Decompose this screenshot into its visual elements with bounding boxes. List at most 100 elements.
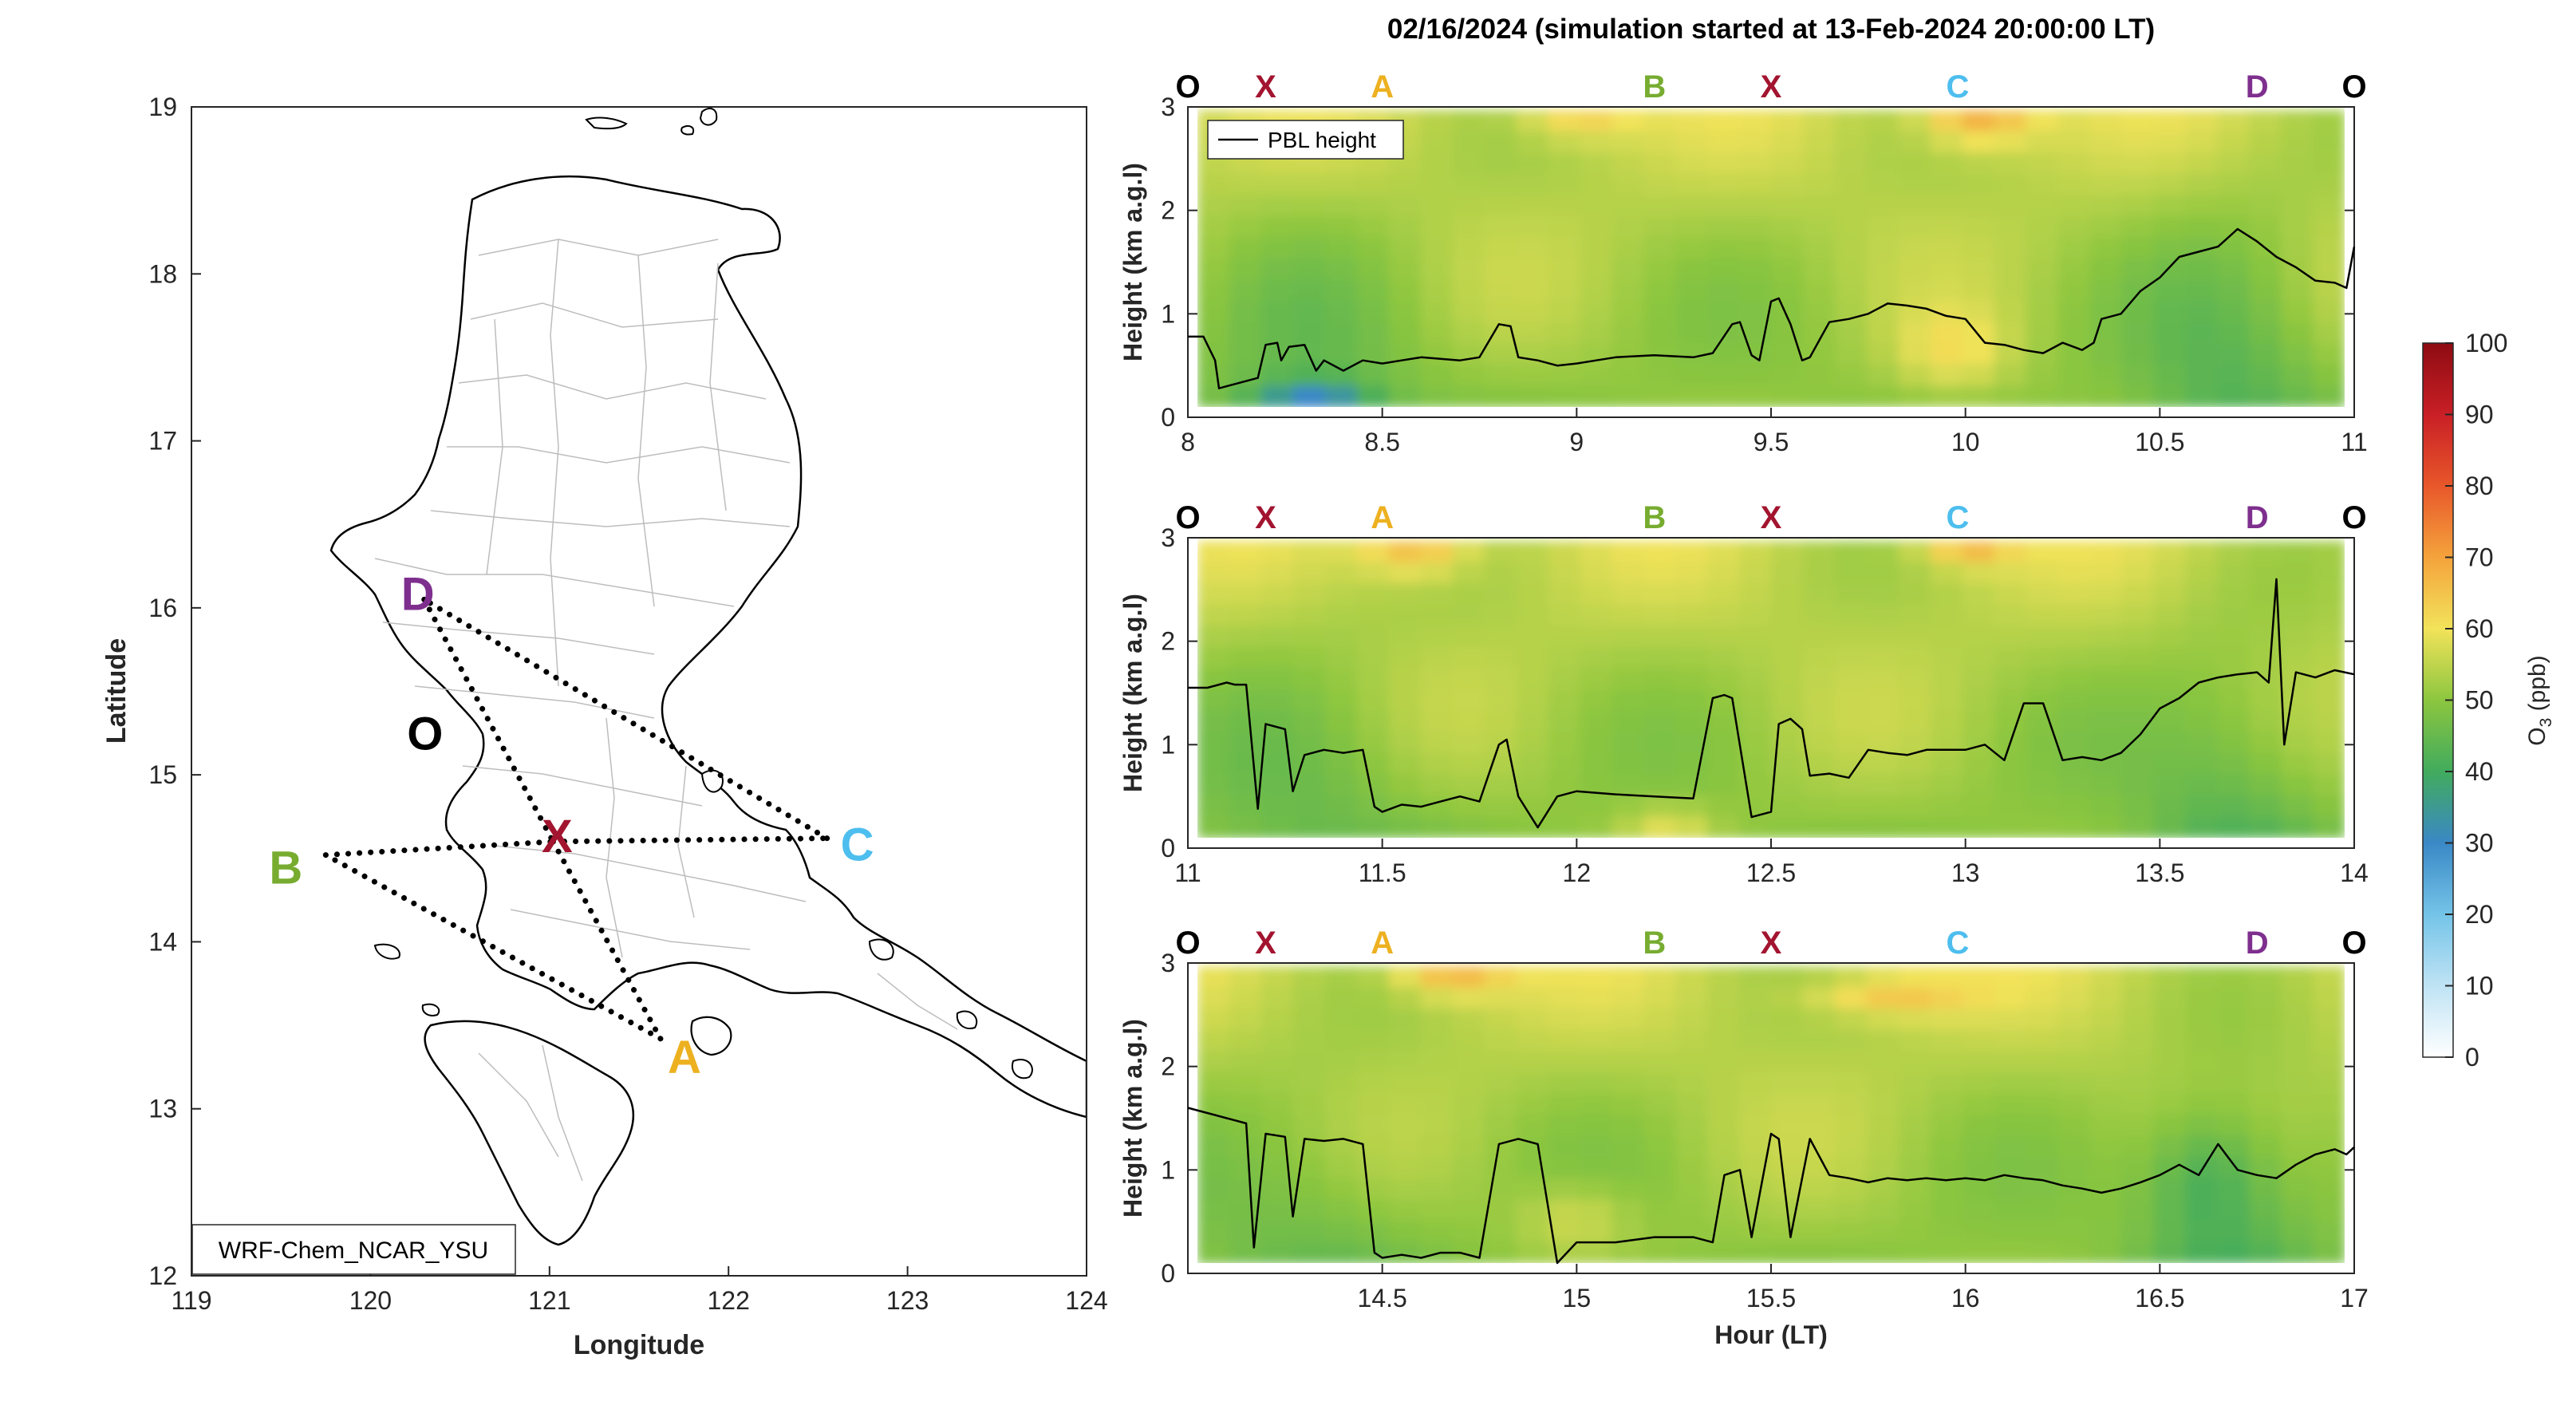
map-ytick-label: 17	[148, 427, 177, 456]
o3-cell	[1292, 1199, 1326, 1222]
o3-cell	[1388, 195, 1422, 217]
o3-cell	[1643, 173, 1677, 196]
o3-cell	[1707, 604, 1741, 627]
o3-cell	[1739, 562, 1772, 585]
o3-cell	[1292, 816, 1326, 839]
o3-cell	[1516, 1115, 1549, 1137]
o3-cell	[1229, 1029, 1262, 1052]
o3-cell	[2185, 626, 2219, 648]
o3-cell	[1611, 322, 1645, 345]
o3-cell	[1197, 237, 1230, 260]
o3-cell	[1771, 1157, 1804, 1179]
o3-cell	[1516, 966, 1549, 989]
o3-cell	[2249, 816, 2282, 839]
o3-cell	[1548, 343, 1581, 365]
pbl-height-line	[1187, 1107, 2355, 1265]
o3-cell	[1834, 1135, 1868, 1158]
o3-cell	[2249, 1093, 2282, 1116]
o3-cell	[1292, 1220, 1326, 1243]
o3-cell	[1388, 604, 1422, 627]
o3-cell	[2313, 1199, 2345, 1222]
o3-cell	[1484, 541, 1517, 563]
o3-cell	[2249, 215, 2282, 239]
o3-cell	[1643, 1072, 1677, 1095]
o3-cell	[1260, 259, 1294, 281]
site-label-C: C	[1946, 69, 1969, 105]
o3-cell	[2185, 966, 2219, 989]
o3-cell	[2185, 541, 2219, 563]
o3-cell	[1675, 301, 1709, 323]
o3-cell	[1420, 689, 1454, 712]
o3-cell	[1324, 259, 1358, 281]
o3-cell	[2153, 152, 2187, 175]
o3-cell	[1834, 646, 1868, 669]
o3-cell	[2121, 1051, 2155, 1073]
o3-cell	[1707, 343, 1741, 365]
o3-cell	[1771, 343, 1804, 365]
o3-cell	[1580, 752, 1613, 776]
o3-cell	[1898, 364, 1931, 387]
o3-cell	[1771, 279, 1804, 302]
o3-cell	[1802, 195, 1836, 217]
o3-cell	[1229, 1093, 1262, 1116]
o3-cell	[1420, 1029, 1454, 1052]
o3-cell	[2281, 1178, 2314, 1201]
o3-cell	[1834, 732, 1868, 754]
o3-cell	[2121, 1135, 2155, 1158]
o3-cell	[2281, 385, 2314, 409]
o3-cell	[1324, 752, 1358, 776]
ytick-label: 1	[1161, 1155, 1175, 1184]
o3-cell	[1771, 1072, 1804, 1095]
o3-cell	[1802, 1008, 1836, 1031]
o3-cell	[1580, 1115, 1613, 1137]
o3-cell	[1707, 301, 1741, 323]
site-label-A: A	[1371, 926, 1394, 961]
o3-cell	[1580, 1220, 1613, 1243]
model-label-box	[191, 1224, 516, 1275]
o3-cell	[1484, 1051, 1517, 1073]
o3-cell	[1580, 966, 1613, 989]
o3-cell	[1197, 541, 1230, 563]
o3-cell	[1516, 774, 1549, 796]
o3-cell	[2089, 1199, 2123, 1222]
o3-cell	[2249, 541, 2282, 563]
o3-cell	[1898, 668, 1931, 691]
o3-cell	[1834, 131, 1868, 154]
o3-cell	[1292, 301, 1326, 323]
o3-cell	[1324, 1051, 1358, 1073]
o3-cell	[1898, 259, 1931, 281]
o3-cell	[2121, 1029, 2155, 1052]
o3-cell	[1675, 1199, 1709, 1222]
o3-cell	[2185, 795, 2219, 818]
o3-cell	[2153, 322, 2187, 345]
o3-cell	[1643, 343, 1677, 365]
o3-cell	[1484, 604, 1517, 627]
o3-cell	[1292, 583, 1326, 606]
o3-cell	[2057, 816, 2091, 839]
o3-cell	[1548, 237, 1581, 260]
o3-cell	[1452, 301, 1485, 323]
o3-cell	[2026, 1199, 2059, 1222]
o3-cell	[1930, 668, 1963, 691]
o3-cell	[1388, 1157, 1422, 1179]
o3-cell	[1388, 1051, 1422, 1073]
o3-cell	[1707, 152, 1741, 175]
o3-cell	[1802, 774, 1836, 796]
o3-cell	[1452, 1157, 1485, 1179]
o3-cell	[1197, 279, 1230, 302]
o3-cell	[1420, 732, 1454, 754]
route-segment	[322, 852, 664, 1042]
o3-cell	[1197, 1051, 1230, 1073]
o3-cell	[2313, 1029, 2345, 1052]
o3-cell	[2089, 966, 2123, 989]
o3-cell	[2121, 795, 2155, 818]
o3-cell	[1420, 1051, 1454, 1073]
o3-cell	[1484, 259, 1517, 281]
o3-cell	[2185, 1008, 2219, 1031]
o3-cell	[1898, 237, 1931, 260]
o3-cell	[1802, 237, 1836, 260]
o3-cell	[1707, 259, 1741, 281]
o3-cell	[1484, 152, 1517, 175]
xtick-label: 13	[1951, 858, 1980, 887]
o3-cell	[1197, 966, 1230, 989]
